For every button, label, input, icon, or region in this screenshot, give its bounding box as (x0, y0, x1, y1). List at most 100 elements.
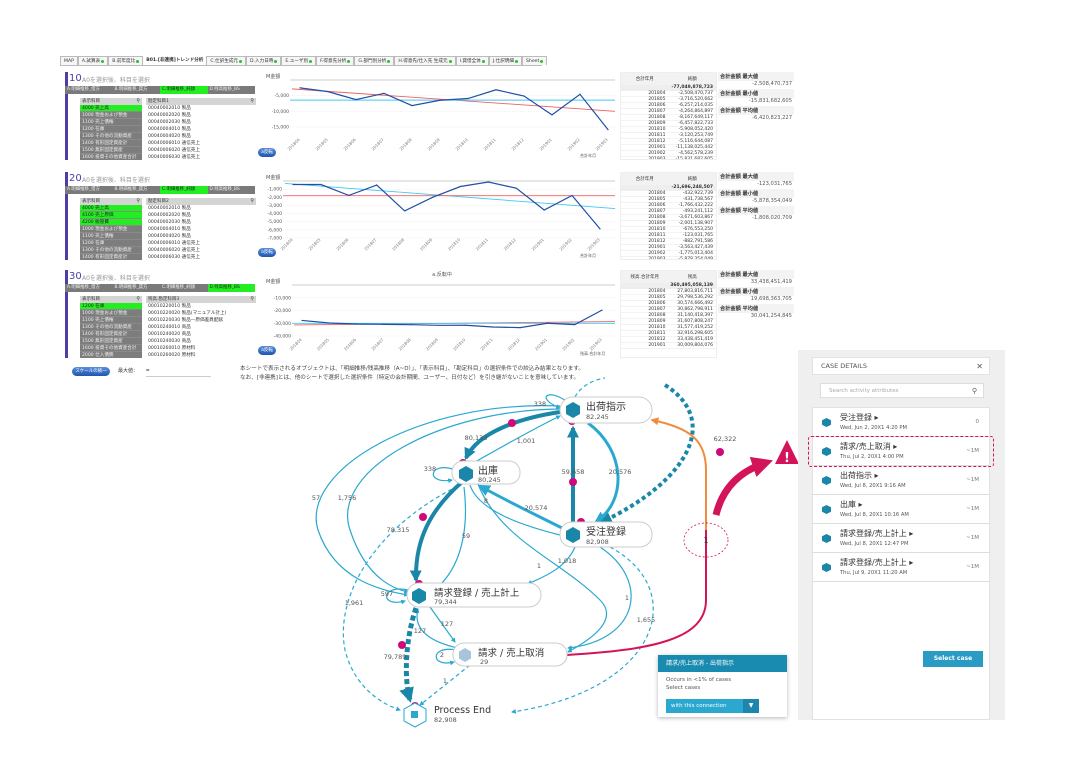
edge-juchu-shukko[interactable] (477, 484, 563, 530)
account-listbox[interactable]: 残高.勘定科目300010220010 製品 00010220020 製品(マニュ… (146, 296, 256, 358)
listbox-item[interactable]: 1200 在庫 (80, 240, 142, 247)
node-torikeshi[interactable]: 請求 / 売上取消 29 (452, 642, 568, 667)
tab-6[interactable]: E.ユーザ別 (281, 56, 317, 65)
listbox-item[interactable]: 4100 売上原価 (80, 212, 142, 219)
listbox-item[interactable]: 4000 売上高 (80, 205, 142, 212)
listbox-item[interactable]: 1000 現金および預金 (80, 112, 142, 119)
listbox-item[interactable]: 1300 その他の流動資産 (80, 247, 142, 254)
listbox-item[interactable]: 1000 現金および預金 (80, 310, 142, 317)
selection-tab[interactable]: D.残高推移_BS (209, 187, 240, 192)
edge-shukko-shukka[interactable] (474, 415, 561, 463)
edge-juchu-end-1655[interactable] (511, 546, 654, 714)
edge-seikyu-torikeshi[interactable] (429, 606, 456, 643)
tab-4[interactable]: C.仕訳生成元 (206, 56, 247, 65)
edge-loop-seikyu[interactable] (386, 588, 409, 605)
edge-seikyu-end[interactable] (399, 607, 419, 703)
listbox-item[interactable]: 00040006030 通信売上 (148, 155, 200, 160)
listbox-item[interactable]: 1200 在庫 (80, 303, 142, 310)
listbox-item[interactable]: 1600 投資その他資産合計 (80, 154, 142, 160)
selection-tab[interactable]: C.明細推移_純額 (160, 86, 208, 94)
listbox-item[interactable]: 4000 売上高 (80, 105, 142, 112)
column-header[interactable]: 純額 (687, 77, 697, 82)
listbox-item[interactable]: 00040002020 製品 (148, 213, 191, 218)
column-header[interactable]: 残高 (687, 275, 697, 280)
listbox-item[interactable]: 00040006030 通信売上 (148, 255, 200, 260)
invert-button[interactable]: a反転 (258, 248, 276, 257)
tab-8[interactable]: G.部門別分析 (354, 56, 395, 65)
tab-3[interactable]: B01.[非連携]トレンド分析 (143, 56, 207, 65)
listbox-item[interactable]: 00040002010 製品 (148, 206, 191, 211)
listbox-item[interactable]: 1500 無形固定資産 (80, 338, 142, 345)
edge-torikeshi-end[interactable] (419, 664, 471, 706)
listbox-item[interactable]: 1400 有形固定資産計 (80, 331, 142, 338)
caret-down-icon[interactable]: ▼ (743, 699, 759, 713)
listbox-item[interactable]: 1000 現金および預金 (80, 226, 142, 233)
edge-shukko-juchu-8[interactable] (469, 484, 561, 536)
edge-shukko-seikyu[interactable] (409, 480, 464, 583)
case-activity-item[interactable]: 請求登録/売上計上 ▸ Wed, Jul 8, 20X1 12:47 PM ~1M (813, 524, 989, 553)
listbox-item[interactable]: 00040002030 製品 (148, 120, 191, 125)
tab-12[interactable]: Sheet (522, 56, 548, 65)
listbox-item[interactable]: 00040004010 製品 (148, 127, 191, 132)
listbox-item[interactable]: 00010220010 製品 (148, 304, 191, 309)
edge-start-shukka[interactable] (574, 377, 606, 398)
column-header[interactable]: 残高.合計年月 (630, 275, 659, 280)
search-activity-input[interactable]: Search activity attributes ⚲ (820, 383, 984, 398)
account-listbox[interactable]: 勘定科目100040002010 製品 00040002020 製品 0004000… (146, 98, 256, 160)
listbox-item[interactable]: 00010260010 原材料 (148, 346, 196, 351)
edge-start-juchu[interactable] (599, 383, 695, 524)
listbox-item[interactable]: 00040006010 通信売上 (148, 241, 200, 246)
close-icon[interactable]: ✕ (976, 362, 983, 371)
listbox-item[interactable]: 1100 売上債権 (80, 119, 142, 126)
listbox-item[interactable]: 00040002030 製品 (148, 220, 191, 225)
listbox-item[interactable]: 1500 無形固定資産 (80, 147, 142, 154)
max-value-field[interactable]: 最大値： = (118, 367, 238, 377)
listbox-item[interactable]: 00010220020 製品(マニュアル計上) (148, 311, 227, 316)
listbox-item[interactable]: 1400 有形固定資産計 (80, 140, 142, 147)
column-header[interactable]: 合計年月 (635, 177, 654, 182)
edge-loop-torikeshi[interactable] (435, 648, 457, 666)
column-header[interactable]: 純額 (687, 177, 697, 182)
selection-tab[interactable]: B.明細推移_貸方 (114, 285, 148, 290)
edge-seikyu-shukko-59[interactable] (439, 486, 467, 586)
listbox-item[interactable]: 00010240030 商品 (148, 339, 191, 344)
tab-7[interactable]: F.得意先分析 (316, 56, 355, 65)
listbox-item[interactable]: 00040002020 製品 (148, 113, 191, 118)
listbox-item[interactable]: 1300 その他の流動資産 (80, 133, 142, 140)
edge-shukko-torikeshi[interactable] (477, 483, 608, 653)
tab-5[interactable]: D.入力日時 (246, 56, 282, 65)
highlight-edge-torikeshi-shukka[interactable] (566, 530, 707, 656)
account-listbox[interactable]: 勘定科目200040002010 製品 00040002020 製品 0004000… (146, 198, 256, 260)
selection-tab[interactable]: A.明細推移_借方 (67, 87, 100, 92)
case-activity-item[interactable]: 請求登録/売上計上 ▸ Thu, Jul 9, 20X1 11:20 AM ~1M (813, 553, 989, 582)
listbox-item[interactable]: 1200 在庫 (80, 126, 142, 133)
edge-juchu-seikyu-1018[interactable] (527, 546, 576, 585)
with-this-connection-dropdown[interactable]: with this connection ▼ (666, 699, 759, 713)
listbox-item[interactable]: 1400 有形固定資産計 (80, 254, 142, 260)
node-shukka[interactable]: 出荷指示 82,245 (559, 396, 653, 424)
select-case-button[interactable]: Select case (923, 651, 983, 667)
listbox-item[interactable]: 1100 売上債権 (80, 233, 142, 240)
selection-tab[interactable]: C.明細推移_純額 (160, 186, 208, 194)
case-activity-item[interactable]: 受注登録 ▸ Wed, Jun 2, 20X1 4:20 PM 0 (813, 408, 989, 437)
invert-button[interactable]: a反転 (258, 148, 276, 157)
unify-scale-button[interactable]: スケールの統一 (72, 367, 110, 376)
selection-tab[interactable]: A.明細推移_借方 (67, 187, 100, 192)
tab-9[interactable]: H.得意先/仕入先 生成元 (394, 56, 456, 65)
listbox-item[interactable]: 00040006010 通信売上 (148, 141, 200, 146)
selection-tab[interactable]: A.明細推移_借方 (67, 285, 100, 290)
listbox-item[interactable]: 00010240010 商品 (148, 325, 191, 330)
tab-0[interactable]: MAP (60, 56, 78, 65)
listbox-item[interactable]: 2000 仕入債務 (80, 352, 142, 358)
selection-tab[interactable]: D.残高推移_BS (207, 284, 255, 292)
listbox-item[interactable]: 4200 販管費 (80, 219, 142, 226)
node-seikyu[interactable]: 請求登録 / 売上計上 79,344 (406, 582, 542, 608)
node-process-end[interactable]: Process End 82,908 (403, 702, 491, 728)
edge-torikeshi-seikyu[interactable] (414, 608, 459, 649)
edge-shukka-seikyu-57[interactable] (315, 405, 561, 597)
max-value-input[interactable]: = (145, 367, 211, 377)
node-shukko[interactable]: 出庫 80,245 (451, 460, 521, 485)
selection-tab[interactable]: B.明細推移_貸方 (114, 87, 148, 92)
